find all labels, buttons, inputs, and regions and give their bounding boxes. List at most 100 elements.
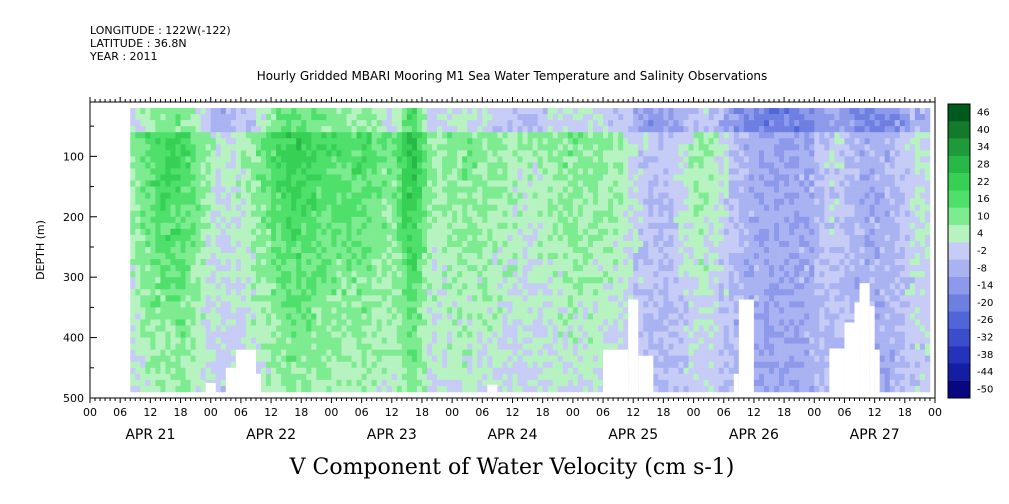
heat-cell [472, 246, 478, 254]
heat-cell [361, 138, 367, 145]
heat-cell [447, 168, 453, 175]
heat-cell [432, 222, 438, 230]
heat-cell [190, 259, 196, 266]
heat-cell [195, 204, 201, 212]
heat-cell [180, 325, 186, 332]
heat-cell [587, 343, 594, 350]
heat-cell [210, 144, 217, 151]
heat-cell [618, 265, 624, 272]
heat-cell [331, 114, 337, 121]
heat-cell [577, 210, 584, 218]
heat-cell [618, 192, 624, 199]
heat-cell [271, 373, 277, 381]
heat-cell [457, 138, 463, 145]
heat-cell [155, 132, 161, 139]
heat-cell [200, 295, 206, 302]
heat-cell [457, 367, 463, 375]
heat-cell [562, 144, 569, 151]
heat-cell [326, 259, 332, 266]
heat-cell [341, 204, 347, 212]
heat-cell [351, 307, 357, 314]
heat-cell [291, 120, 297, 127]
heat-cell [381, 355, 388, 363]
heat-cell [552, 174, 559, 181]
heat-cell [447, 349, 453, 357]
heat-cell [442, 108, 448, 115]
heat-cell [517, 325, 523, 332]
heat-cell [467, 204, 473, 212]
heat-cell [210, 192, 217, 199]
heat-cell [225, 337, 232, 344]
heat-cell [170, 168, 176, 175]
heat-cell [175, 198, 181, 205]
heat-cell [623, 343, 629, 350]
heat-cell [497, 271, 503, 278]
heat-cell [653, 349, 659, 357]
heat-cell [437, 234, 443, 242]
heat-cell [175, 174, 181, 181]
heat-cell [286, 192, 292, 199]
heat-cell [346, 216, 352, 224]
heat-cell [426, 355, 433, 363]
heat-cell [185, 349, 191, 357]
heat-cell [261, 198, 267, 205]
heat-cell [401, 319, 408, 326]
heat-cell [346, 265, 352, 272]
heat-cell [291, 271, 297, 278]
heat-cell [366, 216, 372, 224]
heat-cell [512, 343, 518, 350]
heat-cell [180, 234, 186, 242]
heat-cell [411, 108, 418, 115]
heat-cell [633, 144, 639, 151]
heat-cell [426, 108, 433, 115]
heat-cell [291, 240, 297, 248]
heat-cell [462, 337, 468, 344]
heat-cell [442, 295, 448, 302]
heat-cell [482, 337, 488, 344]
heat-cell [286, 385, 292, 393]
heat-cell [467, 126, 473, 133]
heat-cell [240, 150, 247, 157]
heat-cell [200, 313, 206, 320]
heat-cell [215, 283, 222, 290]
heat-cell [240, 283, 247, 290]
heat-cell [577, 307, 584, 314]
heat-cell [230, 307, 237, 314]
heat-cell [331, 367, 337, 375]
heat-cell [250, 126, 257, 133]
heat-cell [220, 379, 227, 387]
heat-cell [401, 114, 408, 121]
heat-cell [577, 198, 584, 205]
heat-cell [371, 325, 377, 332]
heat-cell [215, 228, 222, 236]
heat-cell [286, 253, 292, 260]
heat-cell [577, 138, 584, 145]
heat-cell [371, 174, 377, 181]
heat-cell [150, 162, 156, 169]
heat-cell [391, 198, 398, 205]
heat-cell [381, 271, 388, 278]
heat-cell [416, 331, 423, 338]
heat-cell [416, 138, 423, 145]
heat-cell [502, 379, 508, 387]
heat-cell [200, 265, 206, 272]
heat-cell [532, 120, 538, 127]
heat-cell [582, 325, 589, 332]
heat-cell [452, 216, 458, 224]
heat-cell [598, 150, 604, 157]
heat-cell [210, 289, 217, 296]
heat-cell [512, 162, 518, 169]
heat-cell [286, 246, 292, 254]
heat-cell [321, 150, 327, 157]
heat-cell [175, 222, 181, 230]
heat-cell [321, 367, 327, 375]
heat-cell [477, 108, 483, 115]
heat-cell [432, 126, 438, 133]
heat-cell [230, 295, 237, 302]
heat-cell [507, 240, 513, 248]
heat-cell [371, 222, 377, 230]
heat-cell [200, 271, 206, 278]
heat-cell [170, 216, 176, 224]
heat-cell [547, 174, 554, 181]
heat-cell [321, 325, 327, 332]
